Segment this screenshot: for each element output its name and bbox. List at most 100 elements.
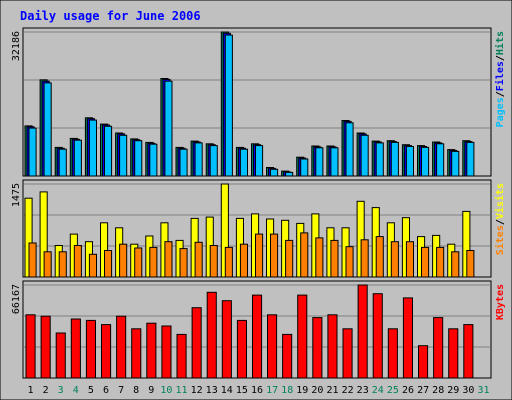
bar-pages <box>209 145 218 177</box>
bar-pages <box>58 148 67 177</box>
bar-pages <box>360 134 369 177</box>
bar-pages <box>270 168 279 177</box>
bar-pages <box>239 148 248 177</box>
bar-kbytes <box>101 324 112 379</box>
bar-sites <box>330 239 339 278</box>
bar-sites <box>285 239 294 278</box>
x-tick-label: 14 <box>221 385 233 396</box>
bar-pages <box>300 158 309 177</box>
bar-sites <box>315 237 324 278</box>
bar-kbytes <box>252 294 263 379</box>
bar-sites <box>164 241 173 278</box>
bar-pages <box>88 119 98 177</box>
bar-pages <box>194 142 203 177</box>
panel-kbytes: 66167 KBytes <box>11 280 506 379</box>
legend-entry: / <box>495 91 506 97</box>
bar-kbytes <box>206 291 217 379</box>
x-tick-label: 3 <box>58 385 64 396</box>
bar-sites <box>270 233 279 278</box>
bar-kbytes <box>176 333 187 379</box>
bar-pages <box>330 147 339 177</box>
bar-kbytes <box>85 319 97 379</box>
legend-visits: Sites/Visits <box>494 183 506 255</box>
bar-sites <box>436 246 445 278</box>
x-tick-label: 19 <box>296 385 308 396</box>
legend-hits: Pages/Files/Hits <box>494 31 506 127</box>
bar-sites <box>209 245 218 278</box>
bar-kbytes <box>221 300 232 379</box>
chart-title: Daily usage for June 2006 <box>20 9 201 23</box>
bar-sites <box>134 247 143 278</box>
bar-sites <box>300 232 309 278</box>
bar-sites <box>224 246 233 278</box>
bar-pages <box>436 143 445 177</box>
max-label-visits: 1475 <box>11 183 22 207</box>
bar-kbytes <box>448 328 459 379</box>
x-tick-label: 10 <box>160 385 172 396</box>
x-tick-label: 8 <box>133 385 139 396</box>
max-label-kbytes: 66167 <box>11 284 22 314</box>
x-tick-label: 16 <box>251 385 263 396</box>
bar-sites <box>405 241 414 278</box>
bar-sites <box>466 250 475 278</box>
x-tick-label: 28 <box>432 385 444 396</box>
bar-sites <box>194 241 203 278</box>
bar-pages <box>315 147 324 177</box>
bar-kbytes <box>191 307 202 379</box>
bar-pages <box>405 146 414 177</box>
bar-kbytes <box>282 333 293 379</box>
x-tick-label: 29 <box>447 385 459 396</box>
x-tick-label: 11 <box>175 385 187 396</box>
legend-entry: Sites <box>494 225 506 255</box>
bar-pages <box>149 143 158 177</box>
bar-pages <box>466 141 475 177</box>
bar-kbytes <box>131 328 142 379</box>
x-tick-label: 1 <box>27 385 33 396</box>
x-tick-label: 17 <box>266 385 278 396</box>
bar-sites <box>119 243 128 278</box>
bar-kbytes <box>418 345 429 379</box>
bar-kbytes <box>70 318 81 379</box>
bar-sites <box>451 251 460 278</box>
bar-sites <box>43 251 52 278</box>
x-axis-labels: 1 2 3 4 5 6 7 8 9 10 11 12 13 14 15 16 17 18 19 20 21 22 23 24 2… <box>27 385 489 396</box>
bar-sites <box>360 239 369 278</box>
bar-kbytes <box>387 328 398 379</box>
legend-entry: KBytes <box>495 284 506 320</box>
legend-entry: / <box>495 55 506 61</box>
bar-pages <box>134 140 143 177</box>
x-tick-label: 18 <box>281 385 293 396</box>
bar-kbytes <box>433 317 444 379</box>
legend-entry: Hits <box>494 31 506 55</box>
bar-pages <box>73 139 82 177</box>
x-tick-label: 2 <box>43 385 49 396</box>
bar-kbytes <box>116 315 127 379</box>
bar-kbytes <box>146 322 157 379</box>
x-tick-label: 21 <box>326 385 338 396</box>
bar-sites <box>104 250 113 278</box>
bar-pages <box>345 122 354 177</box>
legend-entry: / <box>495 219 506 225</box>
x-tick-label: 9 <box>148 385 154 396</box>
x-tick-label: 15 <box>236 385 248 396</box>
bar-kbytes <box>402 297 413 379</box>
x-tick-label: 30 <box>462 385 474 396</box>
legend-entry: Pages <box>495 97 506 127</box>
bar-sites <box>58 251 67 278</box>
bar-sites <box>149 246 158 278</box>
x-tick-label: 25 <box>387 385 399 396</box>
x-tick-label: 4 <box>73 385 79 396</box>
bar-sites <box>421 246 430 278</box>
bar-pages <box>421 146 430 177</box>
bar-sites <box>390 241 399 278</box>
bar-sites <box>375 236 384 278</box>
x-tick-label: 5 <box>88 385 94 396</box>
bar-pages <box>285 171 294 177</box>
bar-pages <box>28 127 37 177</box>
bar-pages <box>164 80 173 177</box>
bar-sites <box>28 242 37 278</box>
bar-pages <box>119 134 128 177</box>
chart-panels: 32186Pages/Files/Hits1475Sites/Visits661… <box>11 27 506 379</box>
x-tick-label: 22 <box>342 385 354 396</box>
legend-kbytes: KBytes <box>495 284 506 320</box>
